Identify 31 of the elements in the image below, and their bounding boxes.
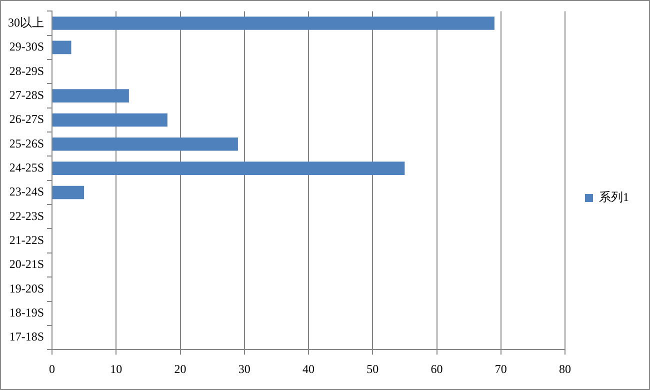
y-tick-label: 28-29S bbox=[9, 64, 44, 78]
y-tick-label: 23-24S bbox=[9, 184, 44, 199]
x-tick-label: 10 bbox=[110, 362, 122, 376]
bar bbox=[52, 113, 168, 127]
y-tick-label: 21-22S bbox=[9, 232, 44, 247]
y-tick-label: 24-25S bbox=[9, 160, 44, 174]
legend-label: 系列1 bbox=[599, 190, 629, 204]
x-tick-label: 20 bbox=[174, 362, 186, 376]
y-tick-label: 17-18S bbox=[9, 330, 44, 344]
y-tick-label: 27-28S bbox=[9, 88, 44, 102]
bar bbox=[52, 89, 129, 102]
x-tick-label: 60 bbox=[430, 362, 443, 376]
bar bbox=[52, 162, 405, 175]
y-tick-label: 20-21S bbox=[9, 257, 44, 272]
y-tick-label: 18-19S bbox=[9, 306, 44, 320]
y-tick-label: 30以上 bbox=[8, 15, 44, 30]
bar bbox=[52, 186, 84, 200]
x-tick-label: 70 bbox=[494, 362, 507, 376]
bar bbox=[52, 40, 72, 54]
x-tick-label: 80 bbox=[559, 362, 571, 376]
x-tick-label: 50 bbox=[366, 362, 379, 376]
bar bbox=[52, 137, 238, 151]
y-tick-label: 29-30S bbox=[9, 40, 44, 54]
y-tick-label: 25-26S bbox=[9, 136, 44, 150]
y-tick-label: 22-23S bbox=[9, 208, 44, 223]
y-tick-label: 19-20S bbox=[9, 281, 44, 296]
bar bbox=[52, 16, 494, 30]
x-tick-label: 30 bbox=[238, 362, 250, 376]
x-tick-label: 40 bbox=[302, 362, 314, 376]
y-tick-label: 26-27S bbox=[9, 112, 44, 126]
x-tick-label: 0 bbox=[49, 362, 55, 376]
